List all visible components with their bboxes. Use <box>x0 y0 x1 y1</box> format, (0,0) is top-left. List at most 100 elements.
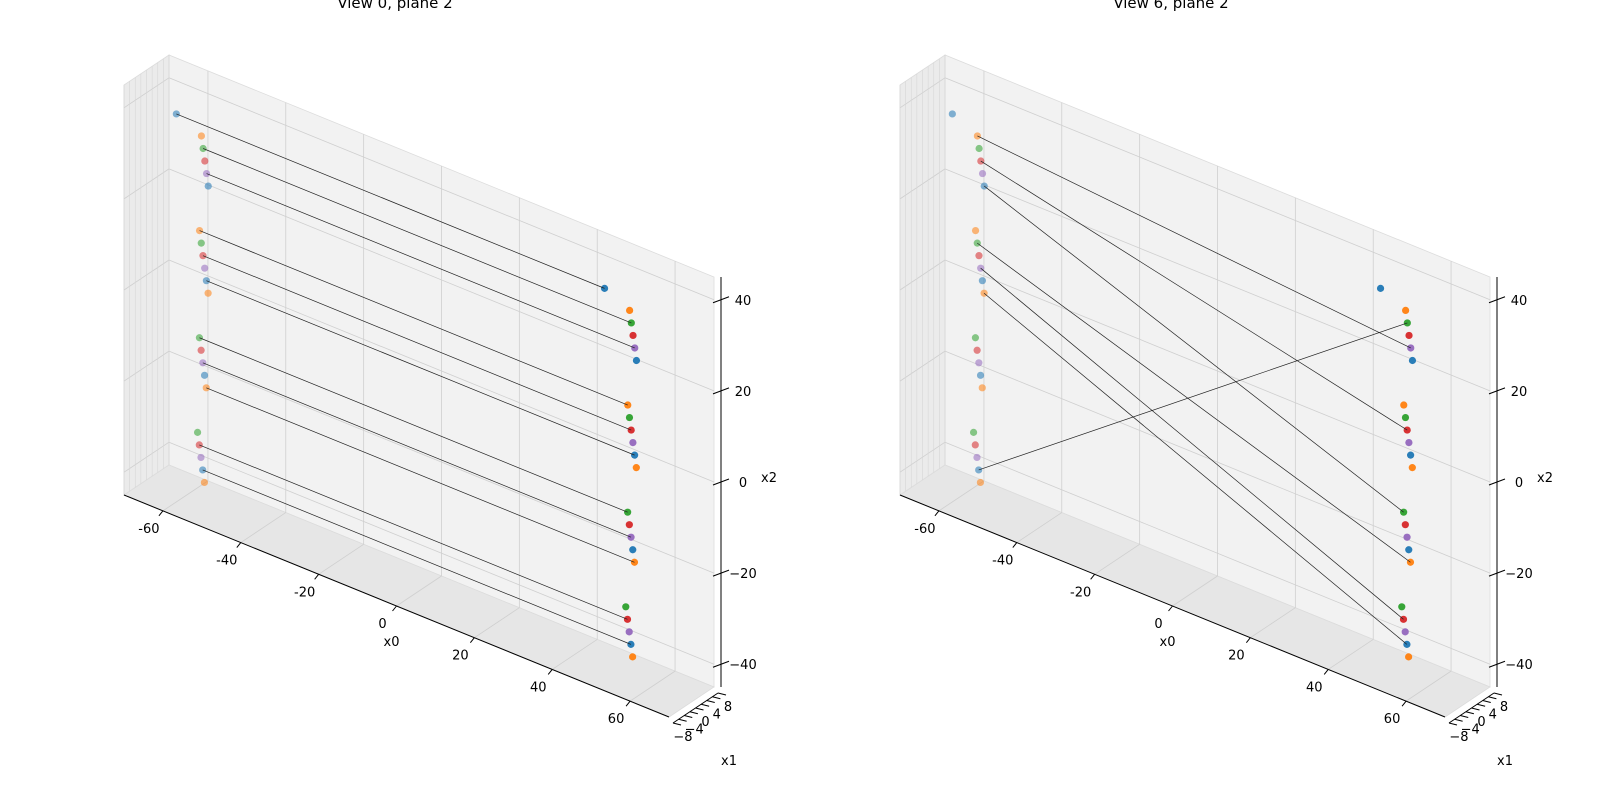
grid-line-z <box>168 441 715 665</box>
z-tick-label: −20 <box>1505 567 1532 582</box>
y-tick <box>672 722 682 726</box>
data-point-left <box>976 371 985 379</box>
z-tick <box>712 569 730 577</box>
data-point-right <box>625 521 633 529</box>
grid-line-z <box>168 259 715 483</box>
chart-title: View 6, plane 2 <box>1113 0 1228 12</box>
z-tick <box>1488 660 1506 668</box>
y-tick <box>1493 692 1503 696</box>
y-tick-label: −4 <box>685 723 704 738</box>
data-point-left <box>199 359 207 367</box>
x-tick-label: 60 <box>608 712 625 727</box>
grid-line-x-floor <box>474 607 520 639</box>
connection-line <box>199 337 628 513</box>
data-point-left <box>204 182 212 190</box>
x-tick <box>1401 700 1407 707</box>
x-axis-label: x0 <box>384 635 400 650</box>
x-tick-label: 20 <box>1228 649 1245 664</box>
x-tick-label: -20 <box>294 585 315 600</box>
z-tick-label: 40 <box>1511 294 1528 309</box>
y-tick <box>695 707 704 711</box>
data-point-right <box>1407 451 1415 459</box>
connection-line <box>980 160 1408 431</box>
x-tick-label: -40 <box>216 554 237 569</box>
y-tick <box>712 696 721 700</box>
y-tick <box>1471 707 1480 711</box>
data-point-left <box>976 478 985 487</box>
data-point-right <box>625 413 634 422</box>
z-tick-label: −20 <box>729 567 756 582</box>
z-tick-label: 0 <box>1515 476 1523 491</box>
x-tick-label: -20 <box>1070 585 1091 600</box>
x-tick <box>392 605 397 612</box>
x-tick <box>1168 605 1173 612</box>
data-point-left <box>172 110 180 118</box>
x-axis-label: x0 <box>1160 635 1176 650</box>
grid-line-x-floor <box>1405 670 1452 702</box>
z-tick <box>1488 387 1506 395</box>
data-point-left <box>971 334 980 342</box>
data-point-left <box>971 227 980 235</box>
plot-panel-left: View 0, plane 2-60-40-200204060x0−40−200… <box>123 0 777 769</box>
connection-line <box>984 185 1404 513</box>
z-tick <box>712 660 730 668</box>
connection-line <box>202 362 632 538</box>
data-point-left <box>978 384 986 392</box>
data-point-left <box>980 182 988 190</box>
y-axis-label: x1 <box>1497 754 1513 769</box>
connection-line <box>983 292 1408 645</box>
z-tick <box>712 387 730 395</box>
data-point-right <box>626 306 634 315</box>
data-point-left <box>971 441 979 449</box>
data-point-right <box>631 344 639 352</box>
x-tick <box>236 542 242 548</box>
data-point-right <box>625 628 633 636</box>
chart-title: View 0, plane 2 <box>337 0 452 12</box>
data-point-left <box>197 239 205 247</box>
z-tick <box>1488 296 1506 304</box>
connection-line <box>206 173 635 349</box>
z-axis-label: x2 <box>1537 471 1553 486</box>
z-tick <box>1488 569 1506 577</box>
y-tick <box>678 718 687 722</box>
x-tick <box>1323 669 1329 675</box>
grid-line-x-floor <box>551 639 598 670</box>
y-tick-label: 0 <box>1477 715 1485 730</box>
grid-line-x-floor <box>1172 575 1218 607</box>
data-point-left <box>973 346 981 354</box>
grid-line-z <box>944 77 1491 301</box>
z-tick-label: 0 <box>739 476 747 491</box>
connection-line <box>199 444 628 620</box>
grid-line-x-floor <box>318 543 364 575</box>
data-point-left <box>197 132 206 140</box>
x-tick-label: -60 <box>914 522 935 537</box>
data-point-right <box>632 464 640 472</box>
data-point-left <box>199 252 207 260</box>
data-point-left <box>200 371 209 379</box>
y-tick <box>689 711 698 715</box>
y-tick-label: −4 <box>1461 723 1480 738</box>
y-tick <box>717 692 727 696</box>
data-point-right <box>629 331 637 340</box>
data-point-left <box>204 289 212 297</box>
data-point-right <box>1401 413 1410 422</box>
x-tick <box>1245 637 1251 644</box>
grid-line-z <box>944 350 1491 574</box>
data-point-left <box>969 428 978 436</box>
x-tick-label: 40 <box>530 680 547 695</box>
y-tick <box>701 703 710 707</box>
x-tick <box>469 637 475 644</box>
x-tick-label: 20 <box>452 649 469 664</box>
data-point-right <box>1405 546 1413 554</box>
data-point-left <box>975 144 983 153</box>
y-tick-label: 8 <box>1500 700 1508 715</box>
y-tick-label: 4 <box>1489 708 1497 723</box>
data-point-left <box>978 169 987 178</box>
data-point-left <box>197 453 205 462</box>
grid-line-z <box>168 77 715 301</box>
data-point-left <box>973 453 981 462</box>
data-point-right <box>1376 284 1385 292</box>
z-tick-label: 20 <box>735 385 752 400</box>
connection-line <box>980 267 1404 620</box>
y-tick-label: −8 <box>1449 730 1468 745</box>
